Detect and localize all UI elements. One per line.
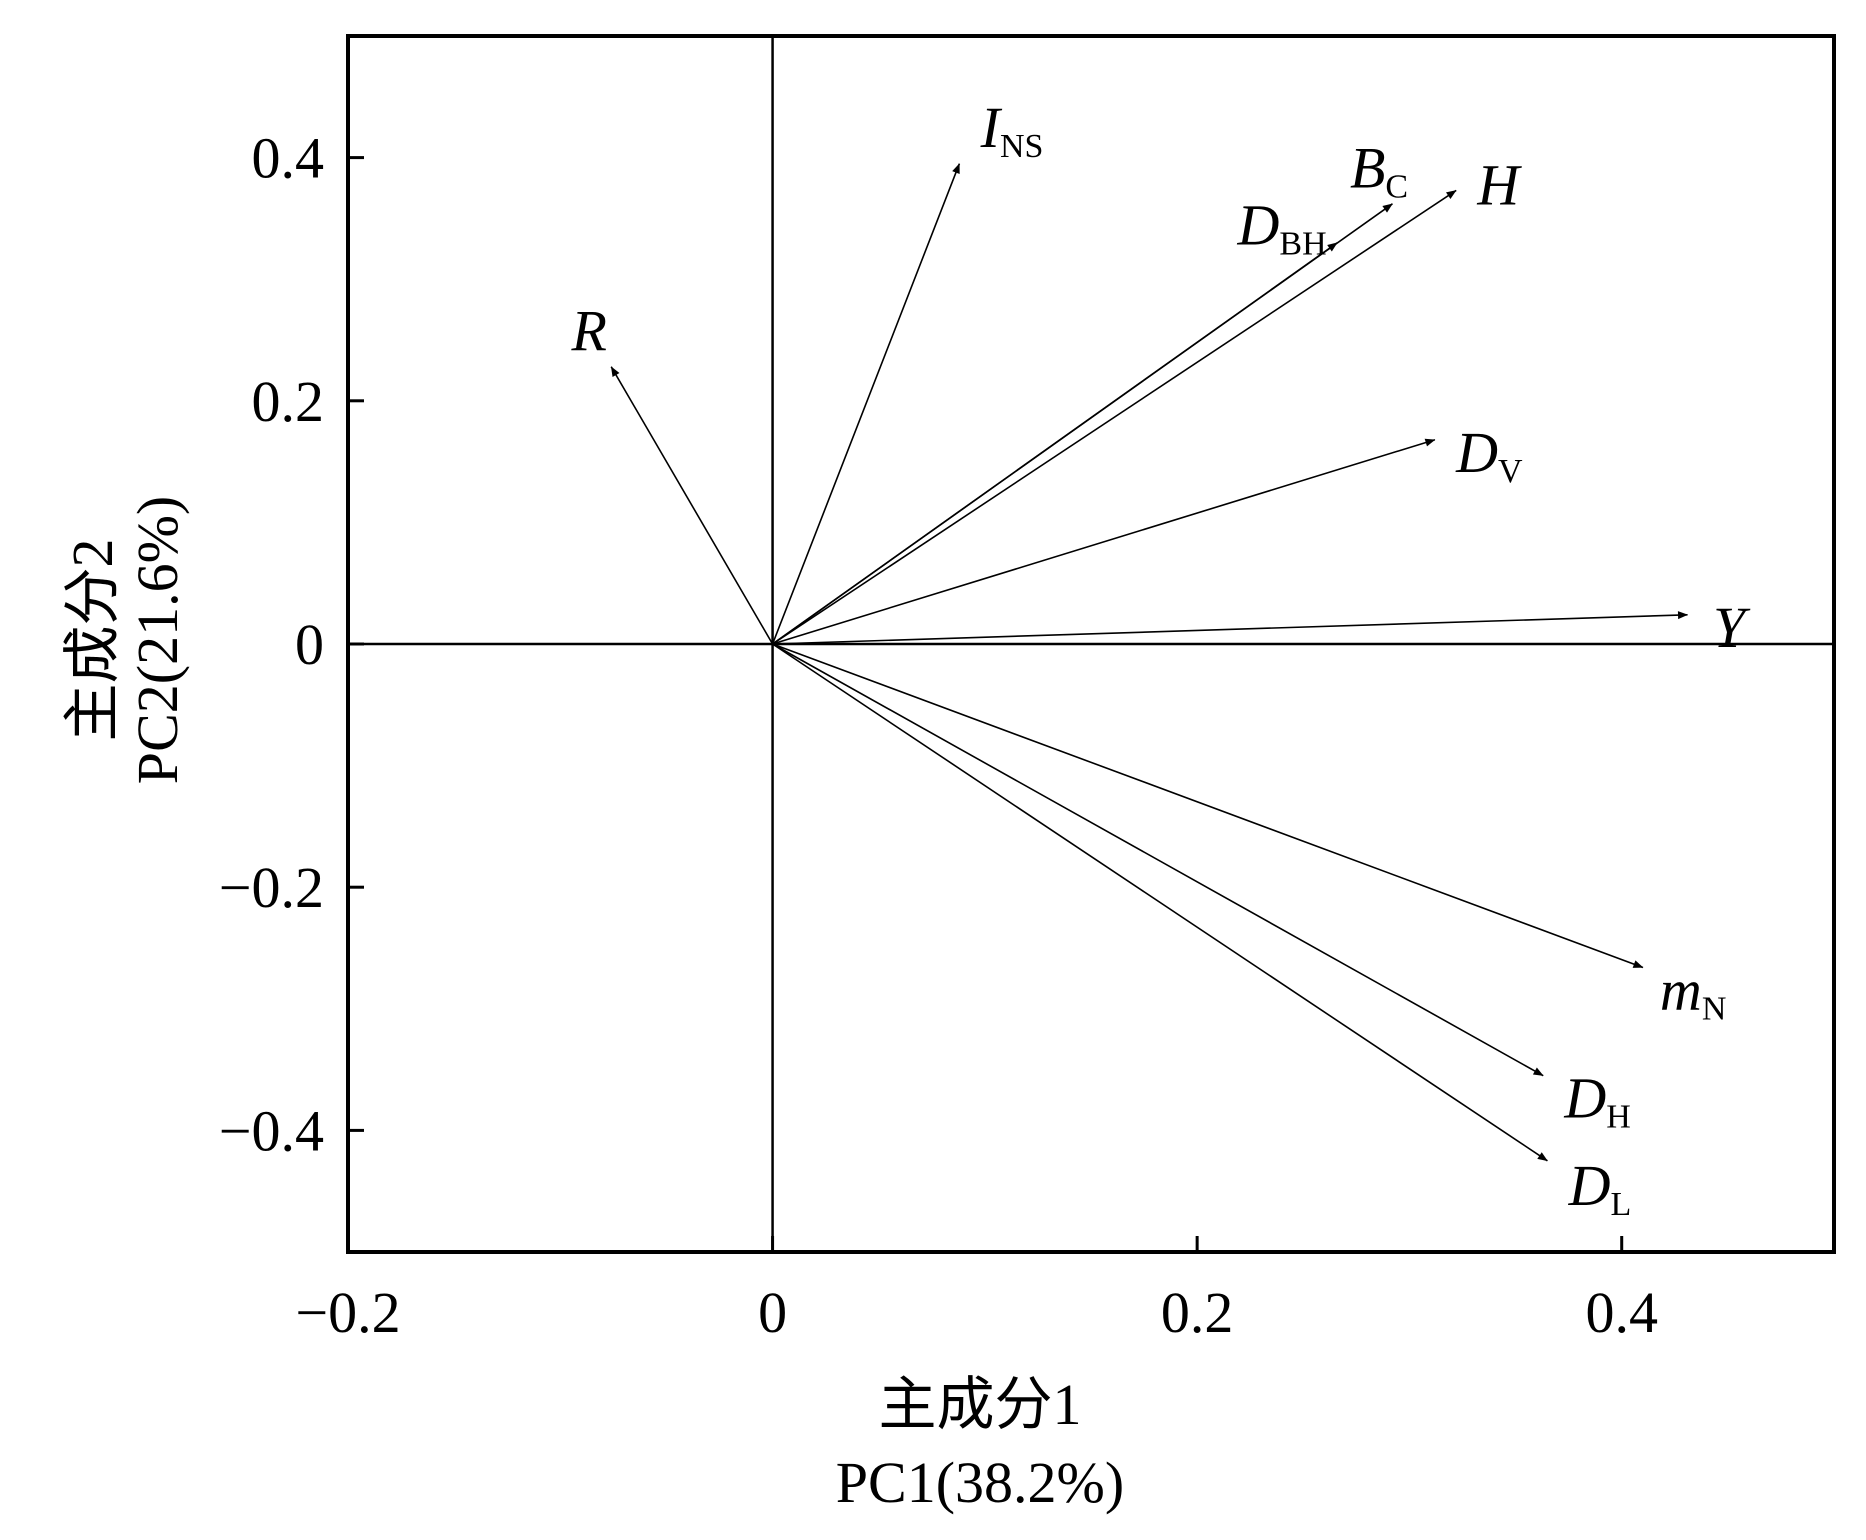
loading-vector-dh (772, 643, 1544, 1077)
loading-vector-y (772, 611, 1689, 645)
x-tick-label: 0.2 (1161, 1280, 1234, 1345)
x-tick-label: −0.2 (295, 1280, 400, 1345)
x-tick-label: 0.4 (1585, 1280, 1658, 1345)
loading-vector-dbh (772, 242, 1338, 645)
vector-label-y: Y (1713, 595, 1751, 660)
vector-label-subscript: NS (1000, 128, 1043, 165)
vector-label-main: D (1455, 420, 1498, 485)
vector-label-ins: INS (980, 95, 1044, 165)
vector-label-main: B (1350, 135, 1385, 200)
vector-label-subscript: L (1611, 1186, 1632, 1223)
y-axis-title: 主成分2 (60, 538, 125, 741)
x-axis-subtitle: PC1(38.2%) (836, 1450, 1124, 1515)
y-axis-subtitle: PC2(21.6%) (125, 496, 190, 784)
loading-vector-dv (772, 438, 1436, 645)
vector-label-dl: DL (1568, 1153, 1632, 1223)
vector-label-main: R (571, 298, 607, 363)
y-tick-label: −0.4 (219, 1098, 324, 1163)
vector-label-subscript: BH (1279, 225, 1326, 262)
y-tick-label: 0.4 (252, 126, 325, 191)
vector-label-subscript: N (1702, 990, 1727, 1027)
vector-label-subscript: H (1606, 1099, 1631, 1136)
vector-label-r: R (571, 298, 607, 363)
vector-label-main: Y (1713, 595, 1751, 660)
vector-label-dh: DH (1563, 1066, 1630, 1136)
vector-label-dv: DV (1455, 420, 1523, 490)
x-axis-title: 主成分1 (878, 1372, 1081, 1437)
y-tick-label: 0.2 (252, 369, 325, 434)
loading-vector-h (772, 189, 1457, 645)
vector-label-main: I (980, 95, 1003, 160)
vector-label-h: H (1476, 152, 1522, 217)
loading-vector-mn (772, 643, 1644, 969)
x-tick-label: 0 (758, 1280, 787, 1345)
vector-label-bc: BC (1350, 135, 1408, 205)
y-tick-label: −0.2 (219, 855, 324, 920)
vector-label-main: m (1660, 957, 1702, 1022)
vector-label-subscript: C (1385, 168, 1408, 205)
vector-label-main: D (1568, 1153, 1611, 1218)
vector-label-subscript: V (1498, 453, 1523, 490)
vector-label-mn: mN (1660, 957, 1726, 1027)
vector-label-dbh: DBH (1237, 192, 1327, 262)
loading-vector-ins (771, 163, 961, 645)
loading-vector-dl (772, 643, 1548, 1162)
loading-vector-r (610, 366, 774, 645)
y-tick-label: 0 (295, 612, 324, 677)
vector-label-main: D (1563, 1066, 1606, 1131)
vector-label-main: H (1476, 152, 1522, 217)
vector-label-main: D (1237, 192, 1280, 257)
